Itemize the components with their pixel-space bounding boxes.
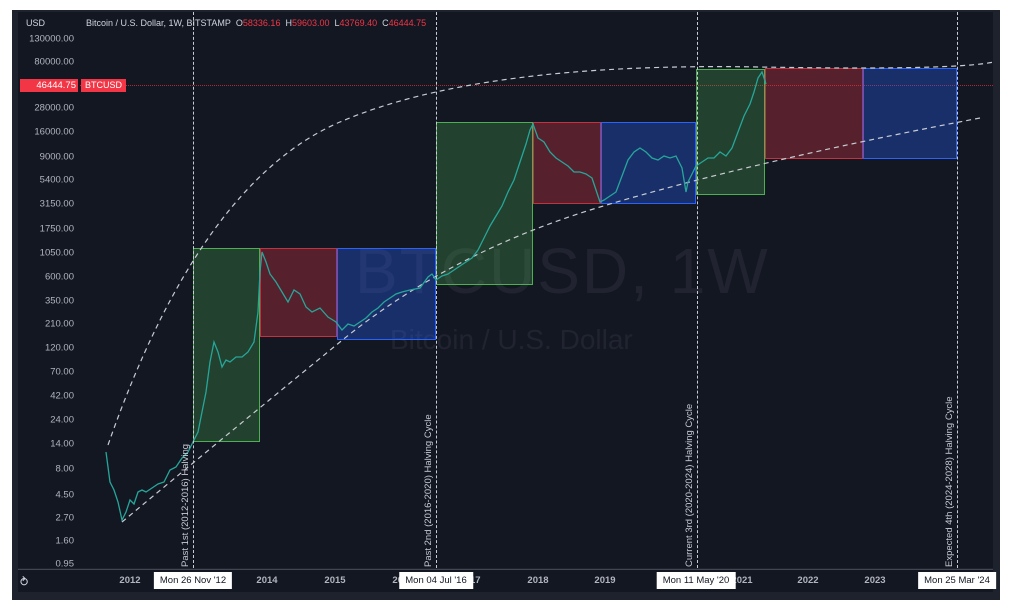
y-tick: 600.00 bbox=[44, 271, 74, 283]
lower-trend-curve bbox=[121, 117, 981, 523]
y-tick: 350.00 bbox=[44, 295, 74, 307]
y-tick: 1050.00 bbox=[39, 247, 74, 259]
price-series bbox=[105, 61, 993, 523]
cycle3-accumulation-box[interactable] bbox=[863, 68, 957, 159]
halving-date-tag-1: Mon 26 Nov '12 bbox=[153, 572, 233, 589]
halving-line-4 bbox=[957, 12, 958, 568]
upper-trend-curve bbox=[107, 61, 993, 446]
price-axis[interactable]: USD 130000.00 80000.00 46444.75 28000.00… bbox=[18, 12, 81, 570]
y-tick: 1.60 bbox=[55, 535, 75, 547]
y-tick: 16000.00 bbox=[34, 126, 74, 138]
y-tick: 0.95 bbox=[55, 558, 75, 570]
low-value: 43769.40 bbox=[339, 18, 378, 28]
y-tick: 5400.00 bbox=[39, 174, 74, 186]
chart-plot-area[interactable]: BTCUSD, 1W Bitcoin / U.S. Dollar Past 1s… bbox=[80, 12, 993, 568]
x-tick: 2023 bbox=[864, 575, 886, 586]
tradingview-logo-icon[interactable]: ⥁ bbox=[20, 575, 29, 589]
cycle2-bull-box[interactable] bbox=[436, 122, 533, 285]
halving-date-tag-2: Mon 04 Jul '16 bbox=[399, 572, 473, 589]
symbol-description: Bitcoin / U.S. Dollar, 1W, BITSTAMP bbox=[86, 18, 231, 28]
cycle3-bull-box[interactable] bbox=[696, 69, 765, 195]
current-price-line bbox=[80, 85, 993, 86]
y-tick: 80000.00 bbox=[34, 56, 74, 68]
currency-label: USD bbox=[26, 18, 46, 28]
y-tick: 28000.00 bbox=[34, 102, 74, 114]
halving-date-tag-3: Mon 11 May '20 bbox=[656, 572, 736, 589]
y-tick: 120.00 bbox=[44, 342, 74, 354]
halving-label-3: Current 3rd (2020-2024) Halving Cycle bbox=[684, 403, 695, 567]
y-tick: 70.00 bbox=[50, 366, 74, 378]
high-value: 59603.00 bbox=[291, 18, 330, 28]
y-tick: 24.00 bbox=[50, 414, 74, 426]
y-tick: 4.50 bbox=[55, 489, 75, 501]
y-tick: 8.00 bbox=[55, 463, 75, 475]
symbol-legend: Bitcoin / U.S. Dollar, 1W, BITSTAMP O583… bbox=[86, 18, 427, 28]
y-tick: 9000.00 bbox=[39, 151, 74, 163]
x-tick: 2018 bbox=[527, 575, 549, 586]
x-tick: 2014 bbox=[256, 575, 278, 586]
halving-line-3 bbox=[697, 12, 698, 568]
cycle2-bear-box[interactable] bbox=[533, 122, 601, 204]
y-tick: 3150.00 bbox=[39, 198, 74, 210]
halving-line-2 bbox=[436, 12, 437, 568]
current-price-tag: 46444.75 bbox=[20, 79, 78, 92]
cycle3-bear-box[interactable] bbox=[765, 68, 863, 159]
close-value: 46444.75 bbox=[388, 18, 427, 28]
halving-date-tag-4: Mon 25 Mar '24 bbox=[918, 572, 996, 589]
halving-label-4: Expected 4th (2024-2028) Halving Cycle bbox=[944, 396, 955, 567]
halving-label-1: Past 1st (2012-2016) Halving bbox=[180, 443, 191, 567]
y-tick: 2.70 bbox=[55, 512, 75, 524]
x-tick: 2012 bbox=[119, 575, 141, 586]
y-tick: 210.00 bbox=[44, 318, 74, 330]
y-tick: 14.00 bbox=[50, 438, 74, 450]
halving-label-2: Past 2nd (2016-2020) Halving Cycle bbox=[423, 414, 434, 567]
ticker-tag: BTCUSD bbox=[81, 79, 127, 92]
bottom-toolbar-strip bbox=[18, 592, 993, 600]
y-tick: 42.00 bbox=[50, 390, 74, 402]
x-tick: 2019 bbox=[594, 575, 616, 586]
open-value: 58336.16 bbox=[242, 18, 281, 28]
x-tick: 2022 bbox=[797, 575, 819, 586]
halving-line-1 bbox=[193, 12, 194, 568]
y-tick: 1750.00 bbox=[39, 223, 74, 235]
watermark-symbol: BTCUSD, 1W bbox=[355, 235, 770, 307]
y-tick: 130000.00 bbox=[29, 33, 74, 45]
time-axis[interactable]: ⥁ 2012 2014 2015 2016 2017 2018 2019 202… bbox=[18, 569, 996, 593]
cycle1-accumulation-box[interactable] bbox=[337, 248, 436, 340]
x-tick: 2021 bbox=[731, 575, 753, 586]
x-tick: 2015 bbox=[324, 575, 346, 586]
